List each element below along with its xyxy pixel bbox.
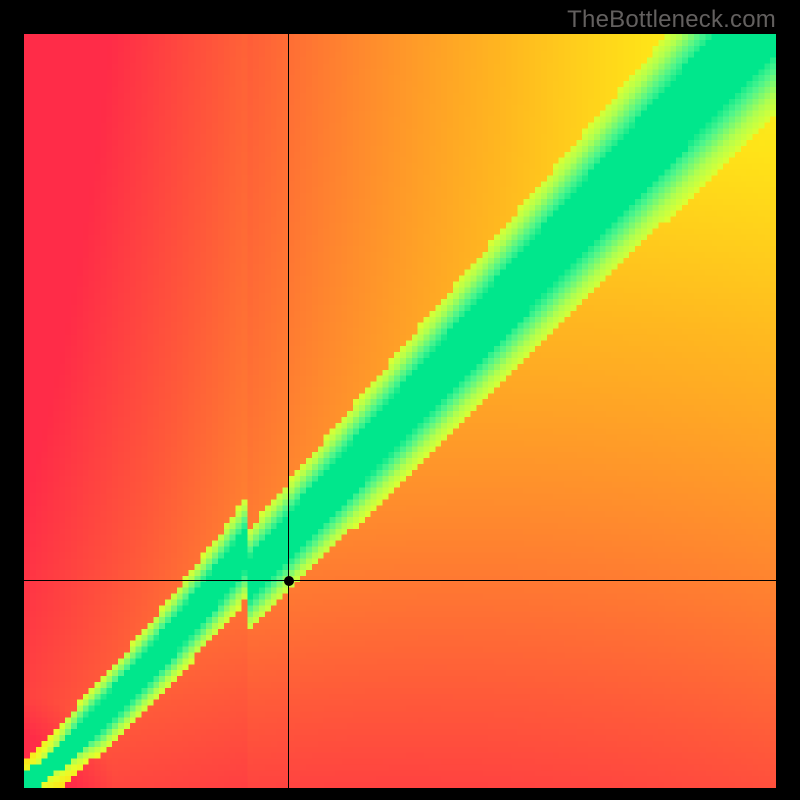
marker-dot <box>284 576 294 586</box>
watermark-text: TheBottleneck.com <box>567 6 776 34</box>
chart-container: TheBottleneck.com <box>0 0 800 800</box>
crosshair-horizontal <box>24 580 776 581</box>
crosshair-vertical <box>288 34 289 788</box>
bottleneck-heatmap-canvas <box>24 34 776 788</box>
